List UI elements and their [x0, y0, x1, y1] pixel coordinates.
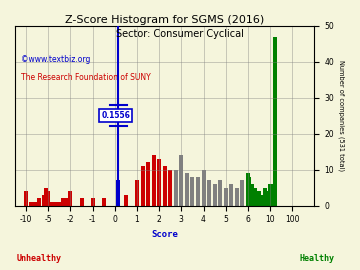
Bar [213, 184, 217, 205]
Text: Healthy: Healthy [299, 254, 334, 263]
Bar [140, 166, 144, 205]
Title: Z-Score Histogram for SGMS (2016): Z-Score Histogram for SGMS (2016) [65, 15, 264, 25]
Bar [268, 184, 272, 205]
Text: Sector: Consumer Cyclical: Sector: Consumer Cyclical [116, 29, 244, 39]
Bar [68, 191, 72, 205]
Bar [218, 180, 222, 205]
Bar [24, 198, 28, 205]
Bar [152, 155, 156, 205]
Bar [273, 98, 277, 205]
Bar [61, 198, 65, 205]
Bar [163, 166, 167, 205]
Bar [251, 188, 256, 205]
Bar [91, 198, 95, 205]
Bar [254, 191, 258, 205]
Bar [185, 173, 189, 205]
Bar [80, 198, 84, 205]
Bar [253, 188, 257, 205]
Bar [257, 191, 261, 205]
Bar [207, 180, 211, 205]
Bar [57, 202, 61, 205]
Bar [54, 202, 58, 205]
Bar [37, 198, 41, 205]
Bar [273, 151, 277, 205]
Bar [265, 191, 269, 205]
Bar [229, 184, 233, 205]
Bar [174, 170, 178, 205]
Bar [240, 180, 244, 205]
Bar [157, 159, 161, 205]
Bar [190, 177, 194, 205]
Bar [269, 184, 273, 205]
Text: ©www.textbiz.org: ©www.textbiz.org [21, 55, 90, 63]
Bar [168, 170, 172, 205]
Bar [33, 202, 37, 205]
Bar [146, 162, 150, 205]
Bar [224, 188, 228, 205]
Bar [24, 198, 28, 205]
Bar [124, 195, 128, 205]
Bar [273, 36, 277, 205]
Bar [269, 195, 273, 205]
Text: The Research Foundation of SUNY: The Research Foundation of SUNY [21, 73, 151, 82]
Bar [262, 188, 266, 205]
Bar [196, 177, 200, 205]
Bar [135, 180, 139, 205]
Bar [24, 198, 28, 205]
Bar [268, 191, 272, 205]
Bar [256, 195, 260, 205]
Bar [247, 177, 251, 205]
Bar [202, 170, 206, 205]
Text: Unhealthy: Unhealthy [17, 254, 62, 263]
Bar [250, 184, 254, 205]
Bar [116, 180, 120, 205]
Bar [46, 191, 50, 205]
Bar [42, 195, 46, 205]
Bar [260, 195, 264, 205]
Bar [102, 198, 106, 205]
Bar [44, 188, 48, 205]
Bar [28, 202, 32, 205]
Bar [269, 191, 273, 205]
X-axis label: Score: Score [151, 230, 178, 239]
Bar [50, 202, 54, 205]
Bar [246, 173, 250, 205]
Bar [249, 188, 253, 205]
Bar [24, 198, 28, 205]
Text: 0.1556: 0.1556 [101, 111, 130, 120]
Bar [65, 198, 69, 205]
Y-axis label: Number of companies (531 total): Number of companies (531 total) [338, 60, 345, 171]
Bar [235, 188, 239, 205]
Bar [24, 191, 28, 205]
Bar [179, 155, 183, 205]
Bar [268, 188, 272, 205]
